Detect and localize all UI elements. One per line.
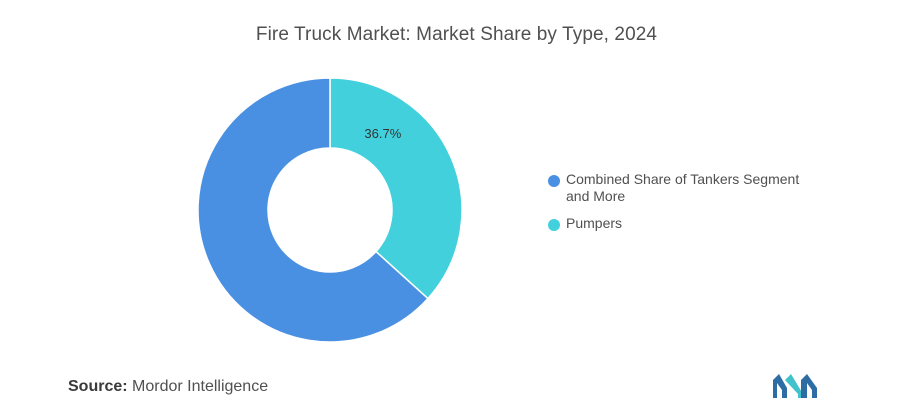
slice-pumpers (329, 78, 462, 300)
data-label-pumpers: 36.7% (364, 126, 401, 141)
donut-chart: 36.7% (198, 78, 462, 342)
source-line: Source: Mordor Intelligence (68, 378, 268, 396)
slice-tankers (198, 78, 429, 342)
chart-legend: Combined Share of Tankers Segment and Mo… (548, 171, 848, 242)
legend-item-tankers: Combined Share of Tankers Segment and Mo… (548, 171, 848, 205)
donut-svg: 36.7% (198, 78, 462, 342)
legend-label-tankers: Combined Share of Tankers Segment and Mo… (566, 171, 800, 204)
legend-label-pumpers: Pumpers (566, 215, 623, 231)
source-value: Mordor Intelligence (132, 378, 269, 395)
legend-swatch-pumpers (548, 219, 560, 231)
chart-title: Fire Truck Market: Market Share by Type,… (255, 24, 658, 45)
legend-item-pumpers: Pumpers (548, 215, 848, 232)
source-key: Source: (68, 378, 128, 395)
legend-swatch-tankers (548, 175, 560, 187)
mordor-intelligence-logo-icon (773, 374, 817, 398)
